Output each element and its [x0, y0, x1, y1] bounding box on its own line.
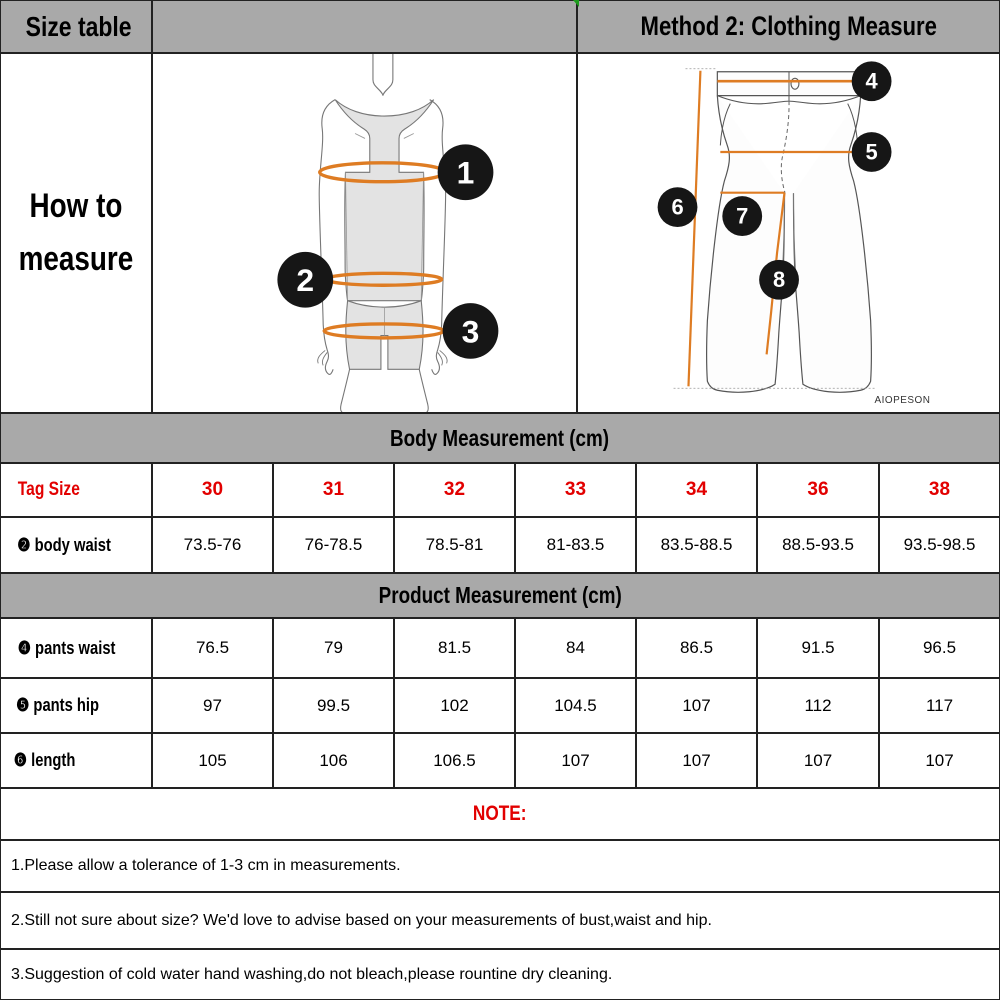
svg-text:6: 6	[671, 195, 683, 220]
svg-text:3: 3	[462, 313, 480, 349]
svg-text:5: 5	[866, 139, 878, 164]
svg-text:1: 1	[457, 155, 475, 191]
svg-text:4: 4	[866, 69, 879, 94]
svg-text:8: 8	[773, 267, 785, 292]
svg-text:AIOPESON: AIOPESON	[875, 395, 931, 406]
svg-text:7: 7	[736, 204, 748, 229]
svg-text:2: 2	[296, 262, 314, 298]
